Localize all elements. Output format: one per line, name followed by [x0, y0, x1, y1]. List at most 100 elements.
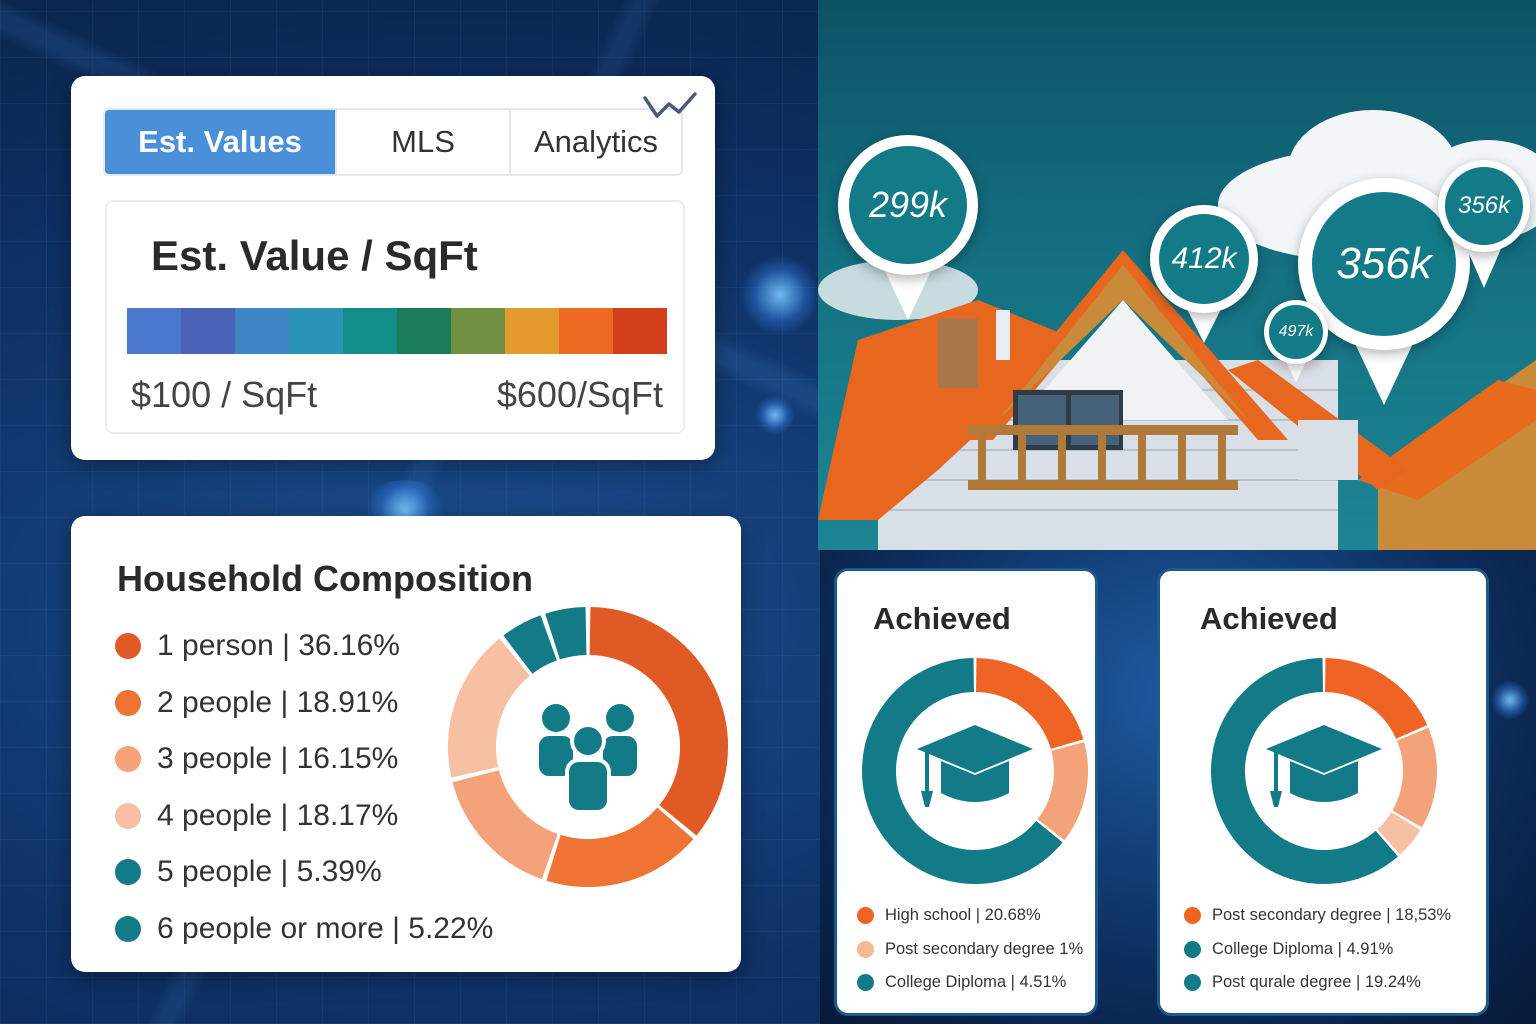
legend-label: 2 people | 18.91%: [157, 685, 399, 719]
donut-segment: [1211, 658, 1398, 884]
price-pin[interactable]: 412k: [1150, 205, 1258, 345]
household-composition-card: Household Composition 1 person | 36.16% …: [71, 516, 741, 972]
legend-dot: [115, 746, 141, 773]
scale-segment: [127, 308, 181, 354]
legend-label: Post secondary degree 1%: [885, 939, 1084, 958]
legend-item: High school | 20.68%: [857, 899, 1083, 933]
donut-segment: [1324, 658, 1428, 740]
pin-value: 497k: [1269, 305, 1323, 359]
donut-segment: [448, 638, 531, 778]
household-donut-chart: [448, 607, 728, 887]
household-legend: 1 person | 36.16% 2 people | 18.91% 3 pe…: [115, 618, 493, 957]
donut-segment: [503, 615, 558, 675]
pin-circle: 412k: [1150, 205, 1258, 313]
legend-dot: [857, 940, 874, 958]
scale-segment: [613, 308, 667, 354]
color-scale-bar: [127, 308, 667, 354]
donut-segment: [862, 658, 1063, 884]
legend-dot: [115, 915, 141, 942]
achieved-legend: Post secondary degree | 18,53% College D…: [1184, 899, 1451, 1000]
tab-analytics[interactable]: Analytics: [533, 124, 659, 159]
legend-item: 4 people | 18.17%: [115, 788, 493, 845]
tab-mls[interactable]: MLS: [337, 110, 511, 174]
house-photo: 299k 412k 356k 356k 497k: [818, 0, 1536, 550]
donut-segment: [546, 806, 694, 887]
house-illustration: [818, 250, 1536, 550]
donut-segment: [975, 658, 1084, 750]
tab-bar: Est. Values MLS Analytics: [103, 108, 683, 176]
legend-dot: [857, 974, 874, 992]
legend-label: 4 people | 18.17%: [157, 798, 399, 832]
price-pin[interactable]: 356k: [1438, 160, 1530, 290]
donut-segment: [545, 607, 588, 660]
achieved-card: Achieved High school | 20.68% Post secon…: [834, 568, 1098, 1016]
donut-segment: [1392, 727, 1437, 828]
map-pin-glow: [740, 255, 820, 335]
donut-segment: [588, 607, 728, 836]
scale-segment: [343, 308, 397, 354]
legend-label: 6 people or more | 5.22%: [157, 911, 494, 945]
scale-segment: [289, 308, 343, 354]
scale-segment: [451, 308, 505, 354]
donut-segment: [1376, 811, 1421, 855]
price-pin[interactable]: 497k: [1264, 300, 1328, 384]
legend-item: College Diploma | 4.51%: [857, 966, 1083, 1000]
legend-dot: [1184, 940, 1201, 958]
scale-min-label: $100 / SqFt: [131, 374, 318, 415]
scale-segment: [397, 308, 451, 354]
pin-value: 356k: [1445, 167, 1523, 245]
legend-dot: [115, 689, 141, 716]
legend-item: Post qurale degree | 19.24%: [1184, 966, 1451, 1000]
est-values-card: Est. Values MLS Analytics Est. Value / S…: [71, 76, 715, 460]
legend-dot: [115, 802, 141, 829]
scale-segment: [505, 308, 559, 354]
legend-item: 6 people or more | 5.22%: [115, 901, 493, 958]
achieved-title: Achieved: [873, 601, 1011, 636]
tab-est-values[interactable]: Est. Values: [105, 110, 337, 174]
legend-label: High school | 20.68%: [885, 906, 1041, 925]
legend-label: Post qurale degree | 19.24%: [1212, 973, 1421, 992]
scale-segment: [235, 308, 289, 354]
donut-segment: [452, 769, 559, 880]
legend-item: 2 people | 18.91%: [115, 675, 493, 732]
graduation-cap-icon: [1266, 725, 1382, 807]
legend-item: College Diploma | 4.91%: [1184, 933, 1451, 967]
legend-dot: [115, 633, 141, 660]
value-scale-panel: Est. Value / SqFt $100 / SqFt $600/SqFt: [105, 200, 685, 434]
legend-item: 3 people | 16.15%: [115, 731, 493, 788]
achieved-legend: High school | 20.68% Post secondary degr…: [857, 899, 1083, 1000]
price-pin[interactable]: 299k: [838, 135, 978, 325]
household-title: Household Composition: [117, 558, 533, 599]
pin-circle: 497k: [1264, 300, 1328, 364]
graduation-cap-icon: [917, 725, 1033, 807]
legend-label: College Diploma | 4.51%: [885, 973, 1067, 992]
price-pin[interactable]: 356k: [1298, 178, 1470, 408]
legend-item: Post secondary degree | 18,53%: [1184, 899, 1451, 933]
education-donut-chart: [1211, 658, 1437, 884]
legend-label: 1 person | 36.16%: [157, 629, 400, 663]
legend-label: College Diploma | 4.91%: [1212, 939, 1394, 958]
pin-circle: 356k: [1438, 160, 1530, 252]
scale-max-label: $600/SqFt: [496, 374, 663, 415]
light-glow: [755, 395, 795, 435]
value-scale-title: Est. Value / SqFt: [151, 232, 478, 279]
legend-label: 5 people | 5.39%: [157, 855, 382, 889]
legend-item: Post secondary degree 1%: [857, 933, 1083, 967]
family-icon: [539, 704, 637, 814]
light-glow: [1490, 680, 1530, 720]
donut-segment: [1037, 742, 1088, 841]
achieved-card: Achieved Post secondary degree | 18,53% …: [1157, 568, 1489, 1016]
scale-segment: [559, 308, 613, 354]
education-donut-chart: [862, 658, 1088, 884]
legend-label: Post secondary degree | 18,53%: [1212, 906, 1452, 925]
legend-label: 3 people | 16.15%: [157, 742, 399, 776]
legend-dot: [1184, 907, 1201, 925]
pin-circle: 299k: [838, 135, 978, 275]
legend-item: 5 people | 5.39%: [115, 844, 493, 901]
legend-item: 1 person | 36.16%: [115, 618, 493, 675]
scale-segment: [181, 308, 235, 354]
trend-line-icon: [643, 92, 697, 118]
legend-dot: [115, 859, 141, 886]
pin-value: 412k: [1159, 214, 1249, 304]
legend-dot: [1184, 974, 1201, 992]
